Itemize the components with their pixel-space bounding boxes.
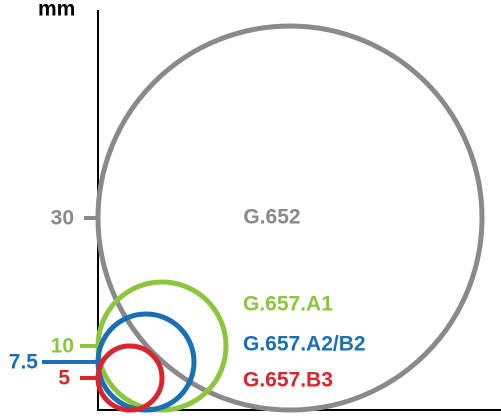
y-tick-label: 10 — [51, 335, 74, 358]
series-label: G.657.B3 — [243, 369, 333, 392]
y-tick-label: 7.5 — [9, 351, 39, 374]
series-label: G.657.A1 — [243, 293, 333, 316]
bend-circle — [95, 343, 165, 413]
bend-circle — [95, 279, 229, 413]
y-tick-label: 30 — [51, 207, 74, 230]
bend-circle — [95, 23, 485, 413]
axis-label: mm — [38, 0, 75, 21]
bend-circle — [95, 311, 197, 413]
y-tick-label: 5 — [58, 367, 70, 390]
series-label: G.657.A2/B2 — [243, 333, 366, 356]
series-label: G.652 — [243, 206, 300, 229]
